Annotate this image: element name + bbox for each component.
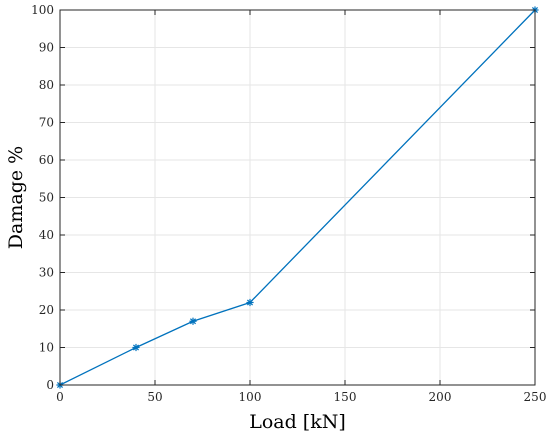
- y-tick-label: 90: [39, 41, 54, 55]
- y-tick-label: 0: [46, 378, 54, 392]
- x-tick-label: 200: [429, 390, 452, 404]
- y-tick-label: 100: [31, 3, 54, 17]
- x-tick-label: 50: [147, 390, 162, 404]
- y-tick-label: 50: [39, 191, 54, 205]
- y-axis: 0 10 20 30 40 50 60 70 80 90 100: [31, 3, 535, 392]
- x-tick-label: 100: [239, 390, 262, 404]
- x-tick-label: 150: [334, 390, 357, 404]
- x-axis-label: Load [kN]: [249, 411, 346, 433]
- y-tick-label: 40: [39, 228, 54, 242]
- y-tick-label: 60: [39, 153, 54, 167]
- y-tick-label: 20: [39, 303, 54, 317]
- y-tick-label: 70: [39, 116, 54, 130]
- grid: [60, 10, 535, 385]
- y-tick-label: 30: [39, 266, 54, 280]
- x-axis: 0 50 100 150 200 250: [56, 10, 546, 404]
- y-axis-label: Damage %: [5, 146, 27, 249]
- x-tick-label: 250: [524, 390, 547, 404]
- x-tick-label: 0: [56, 390, 64, 404]
- data-point: [132, 343, 140, 352]
- y-tick-label: 80: [39, 78, 54, 92]
- plot-frame: [59, 9, 536, 386]
- y-tick-label: 10: [39, 341, 54, 355]
- data-point: [246, 298, 254, 307]
- data-point: [189, 317, 197, 325]
